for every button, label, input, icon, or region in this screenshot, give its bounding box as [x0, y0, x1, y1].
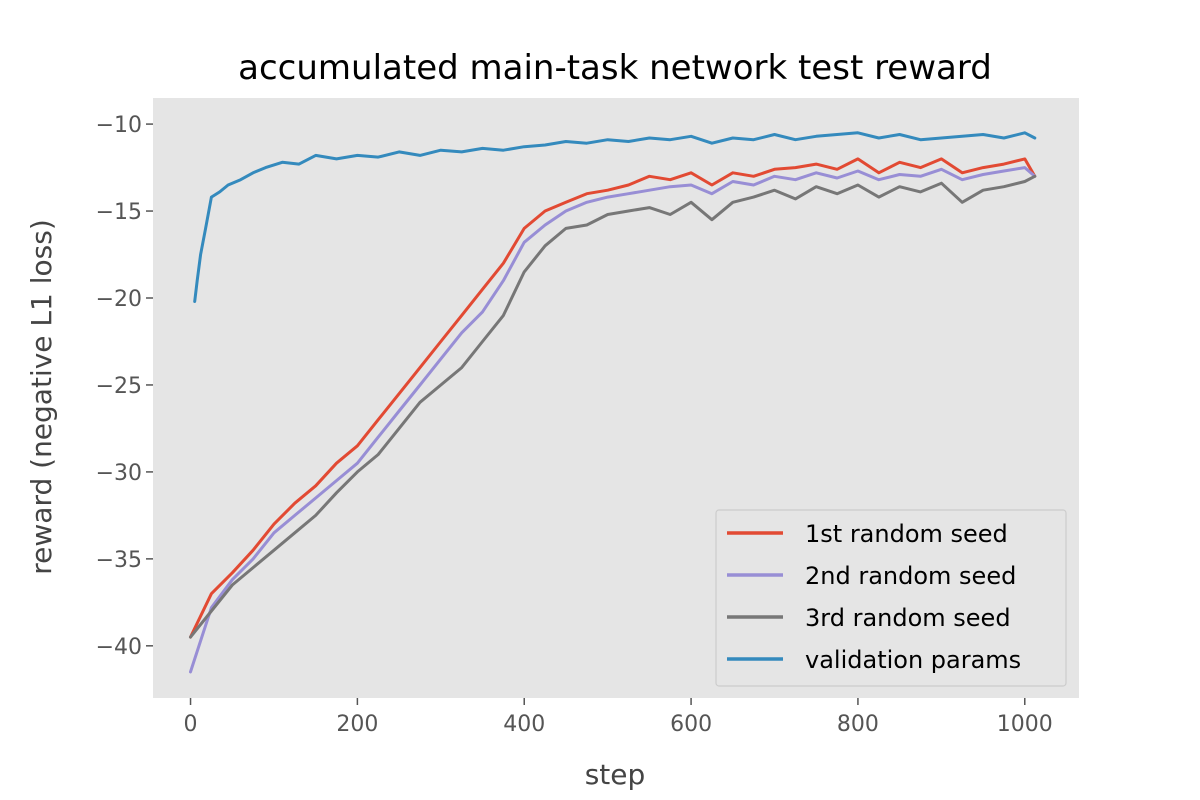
x-axis-label: step	[585, 758, 646, 791]
chart-title: accumulated main-task network test rewar…	[238, 48, 992, 88]
y-tick-label: −25	[96, 374, 142, 399]
x-tick-label: 400	[503, 712, 545, 737]
legend-label: validation params	[805, 646, 1021, 674]
x-tick-label: 0	[184, 712, 198, 737]
y-tick-label: −20	[96, 287, 142, 312]
legend: 1st random seed 2nd random seed 3rd random…	[715, 509, 1067, 687]
y-tick-label: −35	[96, 548, 142, 573]
y-tick-label: −10	[96, 113, 142, 138]
y-tick-label: −40	[96, 635, 142, 660]
x-tick-label: 200	[336, 712, 378, 737]
legend-box	[715, 509, 1067, 687]
series-line-4	[193, 131, 1037, 303]
legend-label: 1st random seed	[805, 520, 1008, 548]
x-tick-label: 600	[670, 712, 712, 737]
x-tick-label: 800	[837, 712, 879, 737]
series-line-1	[189, 157, 1037, 639]
series-layer	[189, 131, 1037, 674]
series-line-2	[189, 166, 1037, 674]
y-tick-label: −30	[96, 461, 142, 486]
y-tick-label: −15	[96, 200, 142, 225]
y-axis-ticks: −40 −35 −30 −25 −20 −15 −10	[96, 113, 153, 660]
legend-label: 2nd random seed	[805, 562, 1016, 590]
legend-label: 3rd random seed	[805, 604, 1011, 632]
series-line-3	[189, 174, 1037, 639]
x-tick-label: 1000	[997, 712, 1053, 737]
y-axis-label: reward (negative L1 loss)	[25, 219, 58, 574]
x-axis-ticks: 0 200 400 600 800 1000	[184, 698, 1053, 737]
